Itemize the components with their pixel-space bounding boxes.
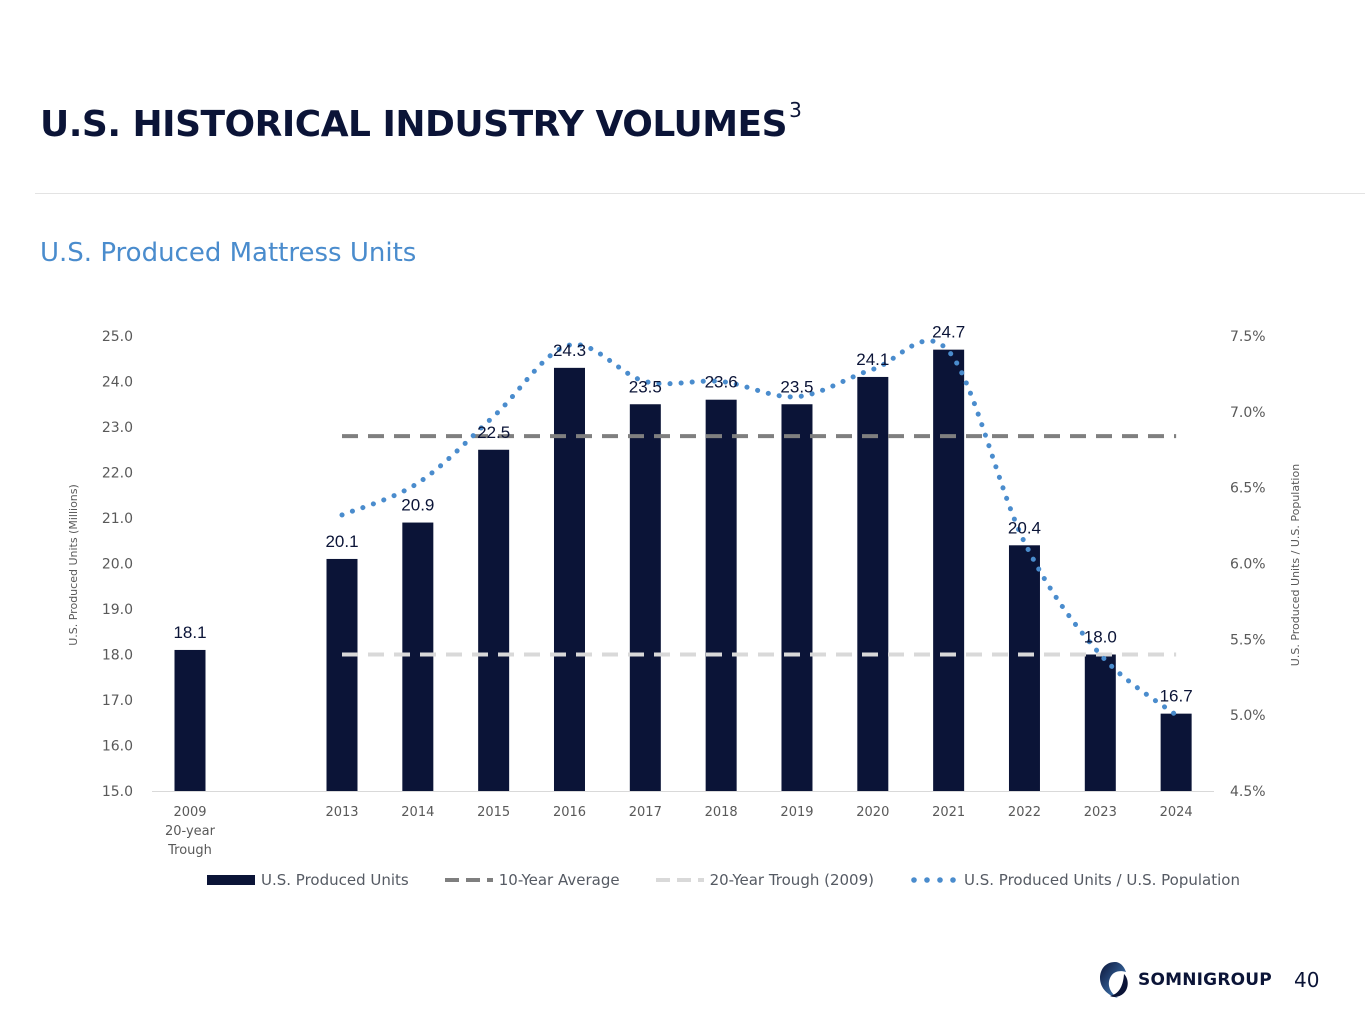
y-axis-title: U.S. Produced Units (Millions) xyxy=(67,484,80,646)
x-tick-label: 2014 xyxy=(401,805,434,820)
x-tick-label: 2017 xyxy=(629,805,662,820)
bar-data-label: 18.1 xyxy=(173,623,206,642)
page-title-text: U.S. HISTORICAL INDUSTRY VOLUMES xyxy=(40,104,788,145)
x-tick-label: 2022 xyxy=(1008,805,1041,820)
y2-axis-title: U.S. Produced Units / U.S. Population xyxy=(1289,464,1302,666)
bar xyxy=(705,399,737,791)
bar-data-label: 24.1 xyxy=(856,350,889,369)
x-tick-label: 2023 xyxy=(1084,805,1117,820)
x-tick-label: 2009 xyxy=(173,805,206,820)
bar-data-label: 20.4 xyxy=(1008,518,1041,537)
x-tick-label: 20-year xyxy=(165,824,216,839)
bar xyxy=(402,522,434,791)
y2-tick-label: 7.0% xyxy=(1230,405,1266,421)
legend-item-ratio: U.S. Produced Units / U.S. Population xyxy=(910,871,1240,889)
bar xyxy=(1008,545,1040,791)
chart-legend: U.S. Produced Units 10-Year Average 20-Y… xyxy=(207,870,1240,890)
x-tick-label: Trough xyxy=(167,843,212,858)
legend-swatch-avg xyxy=(444,878,493,882)
y-tick-label: 24.0 xyxy=(102,375,133,391)
page-number: 40 xyxy=(1294,968,1320,992)
ratio-dotted-line xyxy=(339,338,1179,718)
x-tick-label: 2016 xyxy=(553,805,586,820)
legend-swatch-trough xyxy=(655,878,704,882)
legend-label-ratio: U.S. Produced Units / U.S. Population xyxy=(964,871,1240,889)
bar xyxy=(1160,713,1192,791)
y2-tick-label: 4.5% xyxy=(1230,784,1266,800)
bar-data-label: 23.6 xyxy=(705,373,738,392)
bar xyxy=(1084,654,1116,791)
x-tick-label: 2021 xyxy=(932,805,965,820)
y2-tick-label: 7.5% xyxy=(1230,329,1266,345)
bar xyxy=(478,449,510,791)
bar-data-label: 23.5 xyxy=(780,377,813,396)
x-tick-label: 2024 xyxy=(1160,805,1193,820)
legend-item-units: U.S. Produced Units xyxy=(207,871,409,889)
y2-tick-label: 5.5% xyxy=(1230,632,1266,648)
x-tick-label: 2020 xyxy=(856,805,889,820)
page-title: U.S. HISTORICAL INDUSTRY VOLUMES 3 xyxy=(40,98,802,145)
bar xyxy=(174,649,206,791)
bar-data-label: 18.0 xyxy=(1084,628,1117,647)
y-tick-label: 17.0 xyxy=(102,693,133,709)
y-tick-label: 18.0 xyxy=(102,648,133,664)
title-footnote: 3 xyxy=(789,98,802,122)
header-divider xyxy=(35,193,1365,194)
bar xyxy=(326,558,358,791)
logo-mark-icon xyxy=(1100,962,1128,998)
legend-label-trough: 20-Year Trough (2009) xyxy=(709,871,874,889)
company-logo: SOMNIGROUP xyxy=(1098,960,1272,1000)
legend-label-avg: 10-Year Average xyxy=(498,871,620,889)
bar-data-label: 20.9 xyxy=(401,496,434,515)
y2-tick-label: 5.0% xyxy=(1230,708,1266,724)
x-tick-label: 2019 xyxy=(780,805,813,820)
bar xyxy=(857,376,889,791)
bar xyxy=(629,404,661,791)
legend-swatch-bar xyxy=(207,875,255,885)
x-tick-label: 2013 xyxy=(325,805,358,820)
y-tick-label: 23.0 xyxy=(102,420,133,436)
legend-item-avg: 10-Year Average xyxy=(444,871,620,889)
y-tick-label: 16.0 xyxy=(102,739,133,755)
chart-subtitle: U.S. Produced Mattress Units xyxy=(40,238,417,268)
legend-swatch-ratio xyxy=(911,877,956,883)
bar xyxy=(553,367,585,791)
legend-label-units: U.S. Produced Units xyxy=(261,871,409,889)
bar-data-label: 24.3 xyxy=(553,341,586,360)
logo-text: SOMNIGROUP xyxy=(1138,970,1272,990)
y-tick-label: 25.0 xyxy=(102,329,133,345)
x-tick-label: 2018 xyxy=(705,805,738,820)
bar-data-label: 22.5 xyxy=(477,423,510,442)
bar-data-label: 23.5 xyxy=(629,377,662,396)
bar-data-label: 16.7 xyxy=(1160,687,1193,706)
y-tick-label: 22.0 xyxy=(102,466,133,482)
y-tick-label: 15.0 xyxy=(102,784,133,800)
x-tick-label: 2015 xyxy=(477,805,510,820)
y-tick-label: 19.0 xyxy=(102,602,133,618)
y2-tick-label: 6.0% xyxy=(1230,557,1266,573)
bar-data-label: 20.1 xyxy=(325,532,358,551)
y-tick-label: 21.0 xyxy=(102,511,133,527)
bar-data-label: 24.7 xyxy=(932,323,965,342)
y2-tick-label: 6.5% xyxy=(1230,481,1266,497)
bar xyxy=(933,349,965,791)
legend-item-trough: 20-Year Trough (2009) xyxy=(655,871,874,889)
bar xyxy=(781,404,813,791)
y-tick-label: 20.0 xyxy=(102,557,133,573)
